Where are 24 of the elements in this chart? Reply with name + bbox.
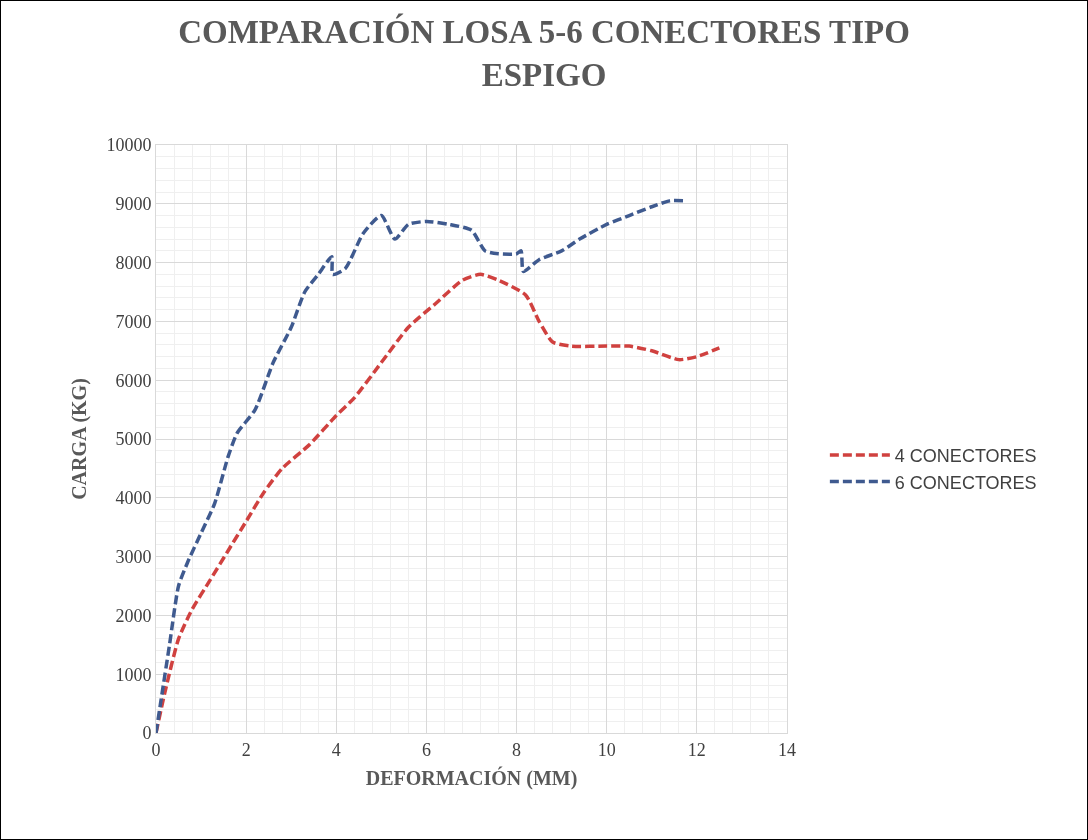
y-tick-label: 9000 [115, 194, 152, 215]
y-tick-label: 3000 [115, 546, 152, 567]
y-tick-label: 10000 [106, 135, 152, 156]
y-tick-label: 2000 [115, 605, 152, 626]
x-tick-label: 12 [687, 739, 706, 760]
x-tick-label: 2 [241, 739, 251, 760]
x-axis-title: DEFORMACIÓN (MM) [365, 766, 578, 791]
y-tick-label: 8000 [115, 252, 152, 273]
legend-label: 4 CONECTORES [894, 446, 1037, 467]
x-tick-label: 4 [331, 739, 341, 760]
legend-label: 6 CONECTORES [894, 472, 1037, 493]
x-tick-label: 14 [778, 739, 796, 760]
y-axis-title: CARGA (KG) [67, 378, 91, 500]
y-tick-label: 1000 [115, 664, 152, 685]
y-tick-label: 4000 [115, 488, 152, 509]
line-series [156, 272, 722, 733]
x-tick-label: 6 [421, 739, 431, 760]
x-tick-label: 10 [597, 739, 616, 760]
x-tick-label: 8 [512, 739, 522, 760]
y-tick-label: 6000 [115, 370, 152, 391]
y-tick-label: 5000 [115, 429, 152, 450]
y-tick-label: 7000 [115, 311, 152, 332]
y-tick-label: 0 [142, 723, 152, 744]
chart-title: COMPARACIÓN LOSA 5-6 CONECTORES TIPO ESPIGO [178, 12, 910, 93]
